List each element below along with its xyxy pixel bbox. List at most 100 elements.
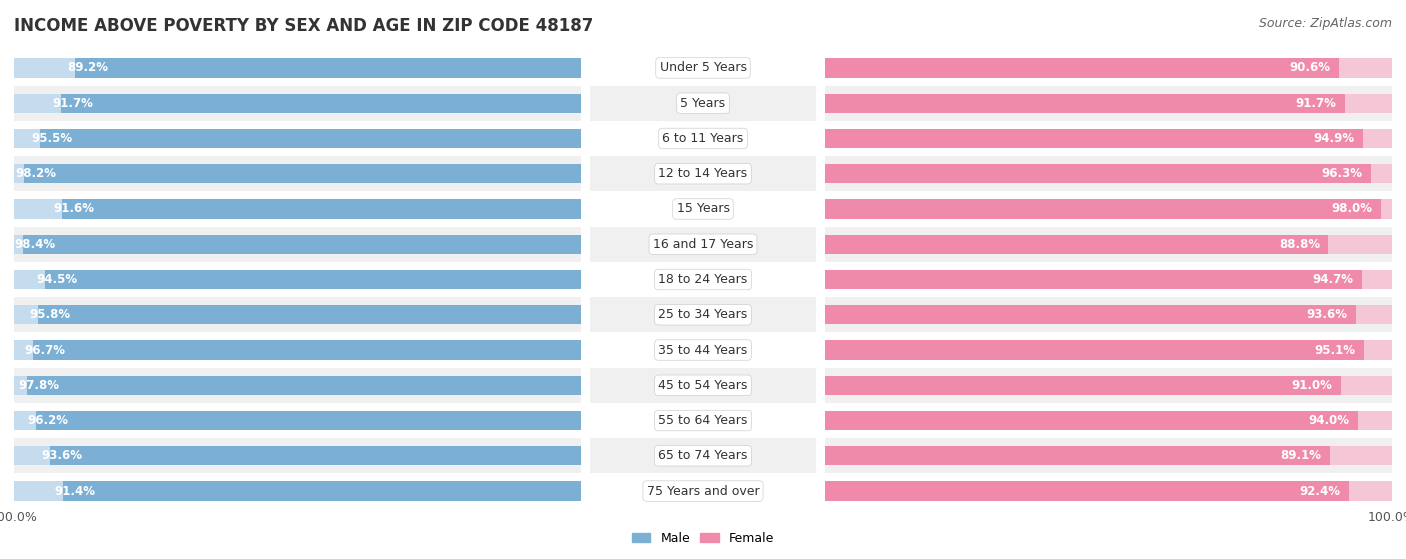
Bar [14,305,581,324]
Text: 88.8%: 88.8% [1279,238,1320,251]
Text: 91.4%: 91.4% [55,485,96,498]
Bar [825,50,1392,86]
Text: 91.0%: 91.0% [1292,379,1333,392]
Text: 93.6%: 93.6% [1306,308,1347,321]
Bar [589,226,817,262]
Bar [825,226,1392,262]
Bar [825,156,1392,191]
Text: 16 and 17 Years: 16 and 17 Years [652,238,754,251]
Bar [60,93,581,113]
Bar [14,86,581,121]
Bar [825,340,1364,360]
Bar [45,270,581,289]
Bar [14,403,581,438]
Text: 98.4%: 98.4% [14,238,56,251]
Text: 94.0%: 94.0% [1309,414,1350,427]
Bar [14,156,581,191]
Bar [38,305,581,324]
Text: 95.8%: 95.8% [30,308,70,321]
Legend: Male, Female: Male, Female [627,527,779,550]
Bar [32,340,581,360]
Text: 12 to 14 Years: 12 to 14 Years [658,167,748,180]
Bar [825,297,1392,333]
Bar [14,376,581,395]
Text: 89.1%: 89.1% [1281,449,1322,462]
Bar [14,411,581,430]
Text: 89.2%: 89.2% [66,61,108,74]
Text: 6 to 11 Years: 6 to 11 Years [662,132,744,145]
Text: 18 to 24 Years: 18 to 24 Years [658,273,748,286]
Bar [14,121,581,156]
Text: 91.6%: 91.6% [53,202,94,215]
Bar [14,226,581,262]
Text: 92.4%: 92.4% [1299,485,1340,498]
Bar [825,58,1392,78]
Text: 96.3%: 96.3% [1322,167,1362,180]
Text: 5 Years: 5 Years [681,97,725,110]
Text: 93.6%: 93.6% [42,449,83,462]
Bar [825,438,1392,473]
Bar [825,129,1362,148]
Bar [14,199,581,219]
Bar [51,446,581,466]
Bar [589,156,817,191]
Bar [39,129,581,148]
Bar [825,368,1392,403]
Bar [825,164,1392,183]
Bar [14,235,581,254]
Bar [825,199,1392,219]
Text: 95.5%: 95.5% [31,132,72,145]
Bar [14,446,581,466]
Text: 94.7%: 94.7% [1312,273,1354,286]
Bar [825,199,1381,219]
Text: 55 to 64 Years: 55 to 64 Years [658,414,748,427]
Bar [62,199,581,219]
Bar [589,368,817,403]
Bar [14,333,581,368]
Bar [14,297,581,333]
Bar [14,50,581,86]
Bar [825,262,1392,297]
Text: 95.1%: 95.1% [1315,344,1355,357]
Bar [825,58,1339,78]
Bar [825,403,1392,438]
Bar [825,376,1392,395]
Bar [589,333,817,368]
Bar [825,191,1392,226]
Bar [825,446,1392,466]
Bar [14,93,581,113]
Bar [14,262,581,297]
Text: 90.6%: 90.6% [1289,61,1330,74]
Bar [14,481,581,501]
Bar [825,93,1392,113]
Bar [825,333,1392,368]
Bar [14,473,581,509]
Bar [825,86,1392,121]
Text: 94.5%: 94.5% [37,273,77,286]
Bar [825,270,1392,289]
Bar [27,376,581,395]
Bar [14,58,581,78]
Bar [825,411,1358,430]
Bar [825,305,1392,324]
Bar [589,86,817,121]
Bar [14,438,581,473]
Bar [589,50,817,86]
Text: Under 5 Years: Under 5 Years [659,61,747,74]
Bar [825,481,1348,501]
Bar [14,164,581,183]
Text: 91.7%: 91.7% [1295,97,1337,110]
Text: 97.8%: 97.8% [18,379,59,392]
Bar [35,411,581,430]
Text: 45 to 54 Years: 45 to 54 Years [658,379,748,392]
Bar [14,129,581,148]
Text: 91.7%: 91.7% [52,97,93,110]
Bar [22,235,581,254]
Bar [825,446,1330,466]
Text: 98.2%: 98.2% [15,167,56,180]
Bar [589,262,817,297]
Bar [825,473,1392,509]
Bar [589,403,817,438]
Bar [825,129,1392,148]
Text: 96.2%: 96.2% [27,414,67,427]
